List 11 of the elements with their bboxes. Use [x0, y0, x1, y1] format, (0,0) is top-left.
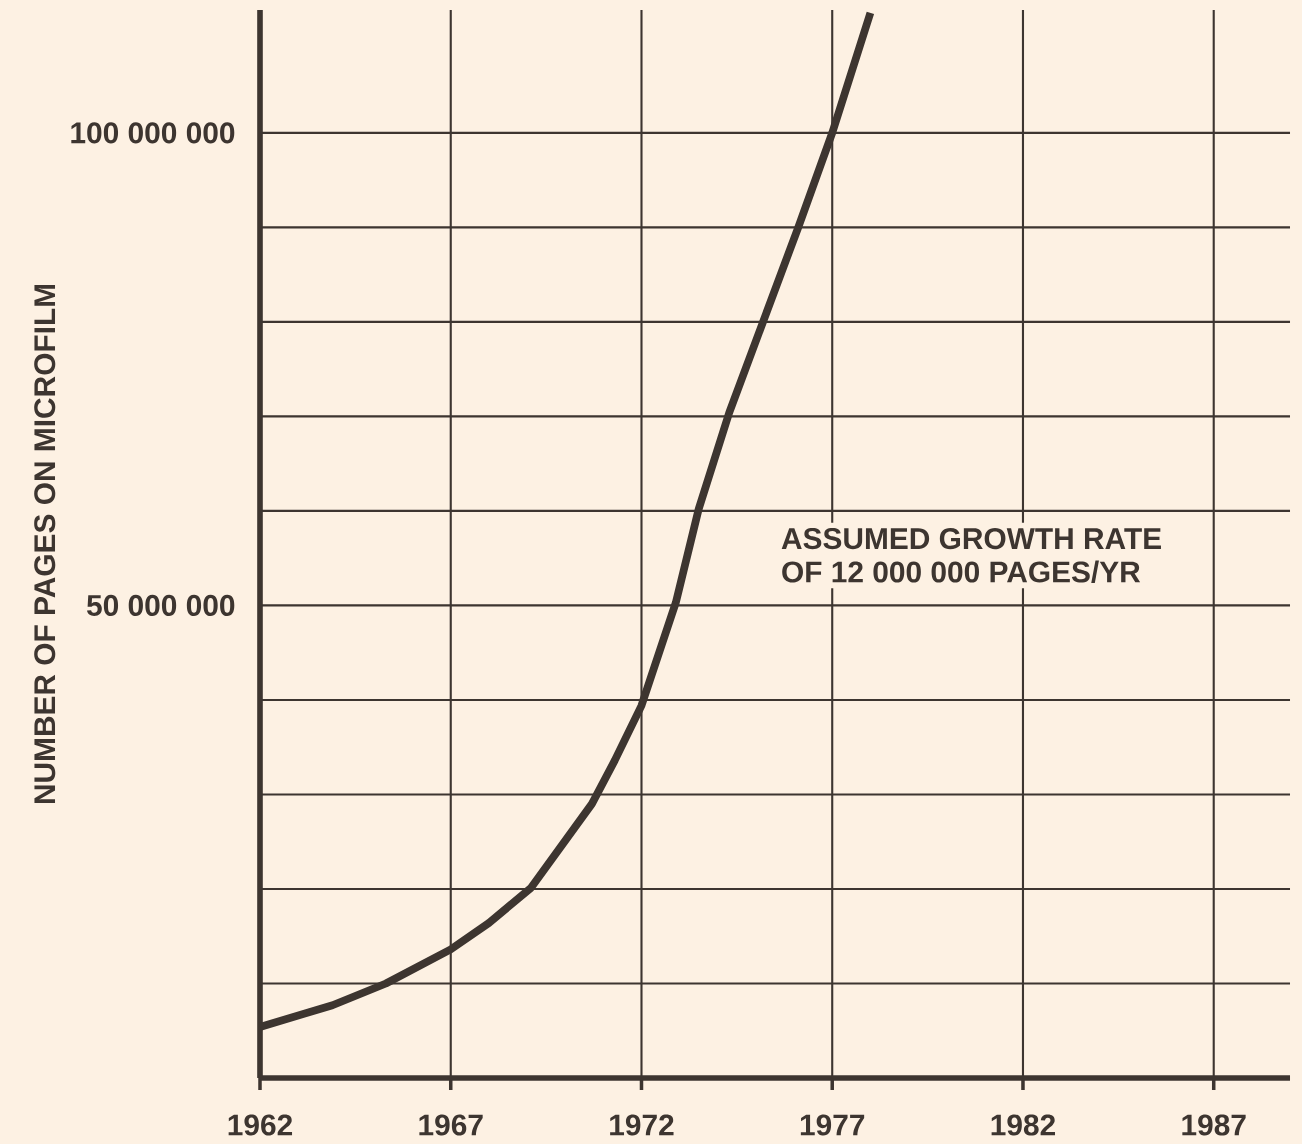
- x-tick-label: 1972: [610, 1114, 674, 1136]
- x-tick-label: 1962: [228, 1114, 293, 1136]
- x-tick-label: 1967: [419, 1114, 483, 1136]
- y-tick-label: 50 000 000: [87, 594, 235, 616]
- y-tick-label: 100 000 000: [71, 122, 235, 144]
- annotation: ASSUMED GROWTH RATE: [781, 527, 1161, 550]
- annotation: OF 12 000 000 PAGES/YR: [782, 560, 1141, 583]
- x-tick-label: 1982: [991, 1114, 1056, 1136]
- x-tick-label: 1977: [800, 1114, 865, 1136]
- y-axis-title: NUMBER OF PAGES ON MICROFILM: [34, 284, 56, 803]
- x-tick-label: 1987: [1182, 1114, 1246, 1136]
